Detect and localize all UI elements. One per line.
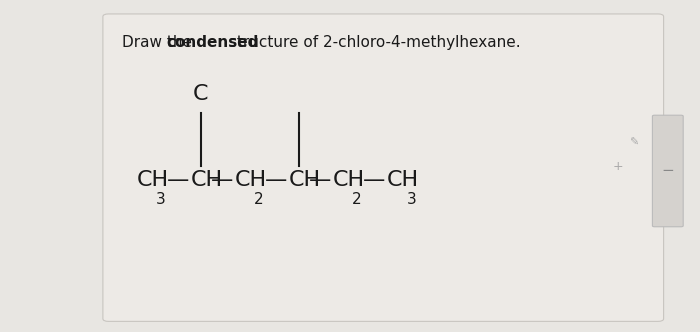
Text: CH: CH xyxy=(136,170,169,190)
FancyBboxPatch shape xyxy=(652,115,683,227)
Text: C: C xyxy=(193,84,209,104)
Text: CH: CH xyxy=(234,170,267,190)
Text: 2: 2 xyxy=(254,192,264,207)
Text: CH: CH xyxy=(191,170,223,190)
Text: +: + xyxy=(612,159,624,173)
Text: 3: 3 xyxy=(156,192,166,207)
Text: —: — xyxy=(167,170,190,190)
Text: ✎: ✎ xyxy=(629,138,638,148)
Text: —: — xyxy=(309,170,331,190)
Text: Draw the: Draw the xyxy=(122,35,197,50)
Text: CH: CH xyxy=(289,170,321,190)
Text: structure of 2-chloro-4-methylhexane.: structure of 2-chloro-4-methylhexane. xyxy=(224,35,521,50)
Text: —: — xyxy=(363,170,386,190)
Text: CH: CH xyxy=(332,170,365,190)
Text: −: − xyxy=(662,163,674,179)
Text: condensed: condensed xyxy=(166,35,258,50)
Text: —: — xyxy=(265,170,288,190)
Text: CH: CH xyxy=(387,170,419,190)
Text: 2: 2 xyxy=(352,192,362,207)
FancyBboxPatch shape xyxy=(103,14,664,321)
Text: —: — xyxy=(211,170,233,190)
Text: 3: 3 xyxy=(407,192,416,207)
